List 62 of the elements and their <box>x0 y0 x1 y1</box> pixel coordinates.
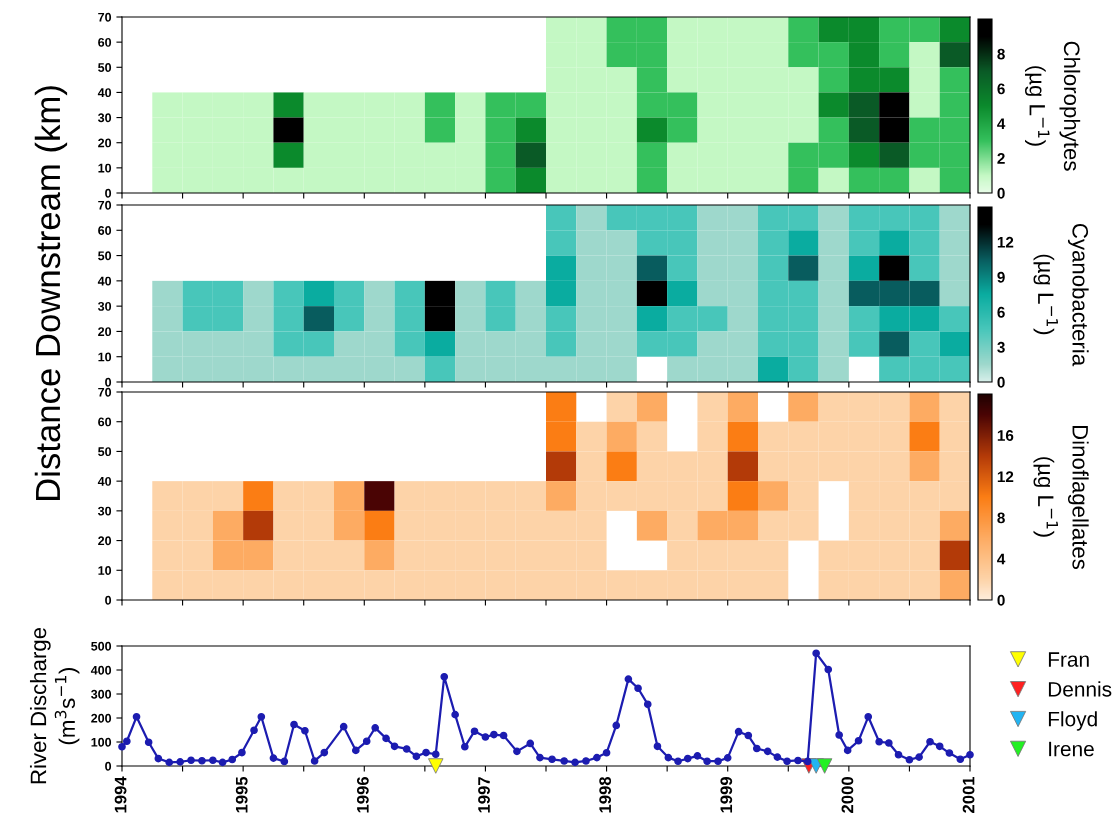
y-tick-label: 0 <box>105 761 112 771</box>
legend-label: Fran <box>1048 652 1089 667</box>
y-tick-label: 60 <box>98 226 112 235</box>
y-tick-label: 30 <box>97 506 112 516</box>
y-tick-label: 10 <box>98 163 112 173</box>
x-tick-label: 1996 <box>356 777 369 813</box>
y-tick-label: 30 <box>97 113 112 123</box>
legend-label: Floyd <box>1048 711 1097 731</box>
y-tick-label: 300 <box>91 689 112 699</box>
y-tick-label: 70 <box>98 387 112 397</box>
x-tick-label: 2001 <box>962 776 975 813</box>
color-bar-label: 12 <box>997 236 1014 248</box>
y-tick-label: 40 <box>97 88 112 98</box>
x-tick-label: 1999 <box>720 777 733 813</box>
x-tick-label: 1995 <box>235 776 248 813</box>
y-tick-label: 70 <box>98 12 112 22</box>
y-tick-label: 40 <box>97 476 112 486</box>
color-bar-label: 0 <box>997 594 1005 606</box>
y-tick-label: 60 <box>98 417 112 427</box>
y-tick-label: 10 <box>98 352 112 362</box>
x-tick-label: 1994 <box>114 776 127 813</box>
y-tick-label: 20 <box>98 327 112 337</box>
y-tick-label: 0 <box>105 595 112 605</box>
color-bar-label: 8 <box>997 512 1005 524</box>
legend-label: Dennis <box>1048 681 1112 697</box>
y-tick-label: 400 <box>90 665 112 675</box>
color-bar-label: 2 <box>997 153 1005 164</box>
color-bar-label: 4 <box>997 118 1006 129</box>
x-tick-label: 1998 <box>599 776 612 813</box>
y-tick-label: 70 <box>98 200 112 210</box>
color-bar-label: 3 <box>997 341 1005 353</box>
color-bar-label: 9 <box>997 271 1005 283</box>
color-bar-title: Cyanobacteria (µg L$^{−1}$) <box>1033 223 1089 367</box>
y-tick-label: 0 <box>105 188 112 198</box>
color-bar-label: 8 <box>997 48 1005 60</box>
y-tick-label: 50 <box>98 63 112 72</box>
x-tick-label: 2000 <box>841 777 854 813</box>
color-bar-label: 0 <box>997 187 1005 199</box>
y-axis-title: River Discharge (m$^{3}$s$^{−1}$) <box>29 627 80 784</box>
y-tick-label: 60 <box>98 37 112 47</box>
x-tick-label: 1997 <box>478 777 490 813</box>
y-tick-label: 20 <box>98 138 112 148</box>
color-bar-label: 12 <box>997 471 1014 482</box>
y-tick-label: 50 <box>98 251 112 261</box>
y-tick-label: 10 <box>98 566 112 575</box>
y-tick-label: 40 <box>97 276 112 286</box>
color-bar-label: 4 <box>997 553 1006 565</box>
y-tick-label: 500 <box>91 641 112 651</box>
y-tick-label: 20 <box>98 536 112 546</box>
color-bar-label: 6 <box>997 306 1005 318</box>
y-tick-label: 100 <box>91 737 112 747</box>
color-bar-label: 0 <box>997 376 1005 388</box>
y-tick-label: 50 <box>98 447 112 457</box>
color-bar-title: Dinoflagellates (µg L$^{−1}$) <box>1033 425 1089 570</box>
y-tick-label: 200 <box>91 713 112 723</box>
y-tick-label: 30 <box>97 301 112 311</box>
color-bar-label: 6 <box>997 83 1005 95</box>
color-bar-title: Chlorophytes (µg L$^{−1}$) <box>1025 41 1081 171</box>
legend-label: Irene <box>1049 741 1094 757</box>
color-bar-label: 16 <box>997 430 1014 441</box>
y-axis-title: Distance Downstream (km) <box>34 86 68 500</box>
y-tick-label: 0 <box>105 377 112 387</box>
